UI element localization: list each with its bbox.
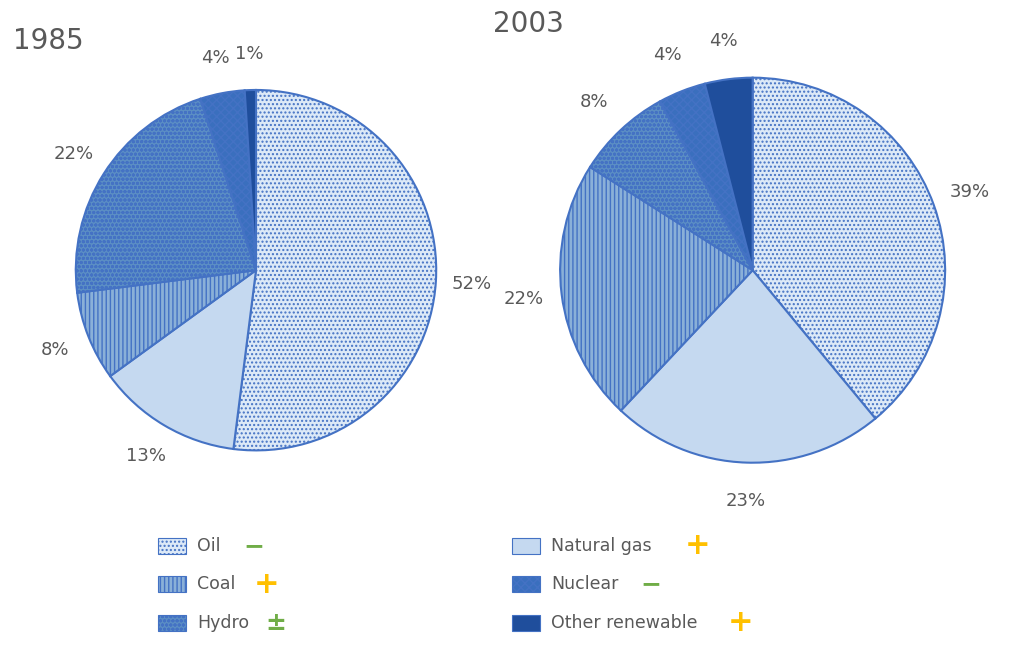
Text: +: + bbox=[684, 531, 710, 561]
Text: 2003: 2003 bbox=[493, 11, 563, 38]
Wedge shape bbox=[245, 90, 256, 270]
Text: 4%: 4% bbox=[710, 32, 738, 50]
Text: −: − bbox=[641, 573, 662, 596]
Bar bbox=[512, 615, 540, 631]
Text: 22%: 22% bbox=[504, 290, 544, 308]
Wedge shape bbox=[621, 270, 876, 463]
Wedge shape bbox=[560, 167, 753, 411]
Text: 1%: 1% bbox=[234, 45, 263, 63]
Text: +: + bbox=[728, 608, 754, 637]
Text: 4%: 4% bbox=[201, 49, 229, 67]
Wedge shape bbox=[233, 90, 436, 450]
Text: Nuclear: Nuclear bbox=[551, 575, 618, 593]
Wedge shape bbox=[76, 99, 256, 293]
Wedge shape bbox=[659, 84, 753, 270]
Wedge shape bbox=[77, 270, 256, 376]
Text: −: − bbox=[243, 534, 264, 558]
Text: +: + bbox=[254, 570, 280, 599]
Bar bbox=[158, 577, 186, 592]
Wedge shape bbox=[201, 90, 256, 270]
Text: 13%: 13% bbox=[126, 447, 166, 465]
Bar bbox=[158, 538, 186, 554]
Text: Oil: Oil bbox=[198, 537, 221, 555]
Text: Other renewable: Other renewable bbox=[551, 614, 697, 632]
Text: 52%: 52% bbox=[452, 275, 492, 293]
Text: 39%: 39% bbox=[950, 183, 990, 201]
Text: Coal: Coal bbox=[198, 575, 236, 593]
Text: 23%: 23% bbox=[725, 492, 766, 510]
Text: 8%: 8% bbox=[581, 93, 608, 111]
Text: 22%: 22% bbox=[53, 145, 93, 163]
Wedge shape bbox=[590, 101, 753, 270]
Text: Hydro: Hydro bbox=[198, 614, 249, 632]
Bar bbox=[158, 615, 186, 631]
Text: 1985: 1985 bbox=[12, 27, 83, 55]
Text: 4%: 4% bbox=[653, 46, 682, 65]
Bar bbox=[512, 538, 540, 554]
Bar bbox=[512, 577, 540, 592]
Text: Natural gas: Natural gas bbox=[551, 537, 651, 555]
Wedge shape bbox=[111, 270, 256, 449]
Text: 8%: 8% bbox=[41, 341, 70, 358]
Text: ±: ± bbox=[265, 611, 286, 635]
Wedge shape bbox=[753, 78, 945, 418]
Wedge shape bbox=[705, 78, 753, 270]
